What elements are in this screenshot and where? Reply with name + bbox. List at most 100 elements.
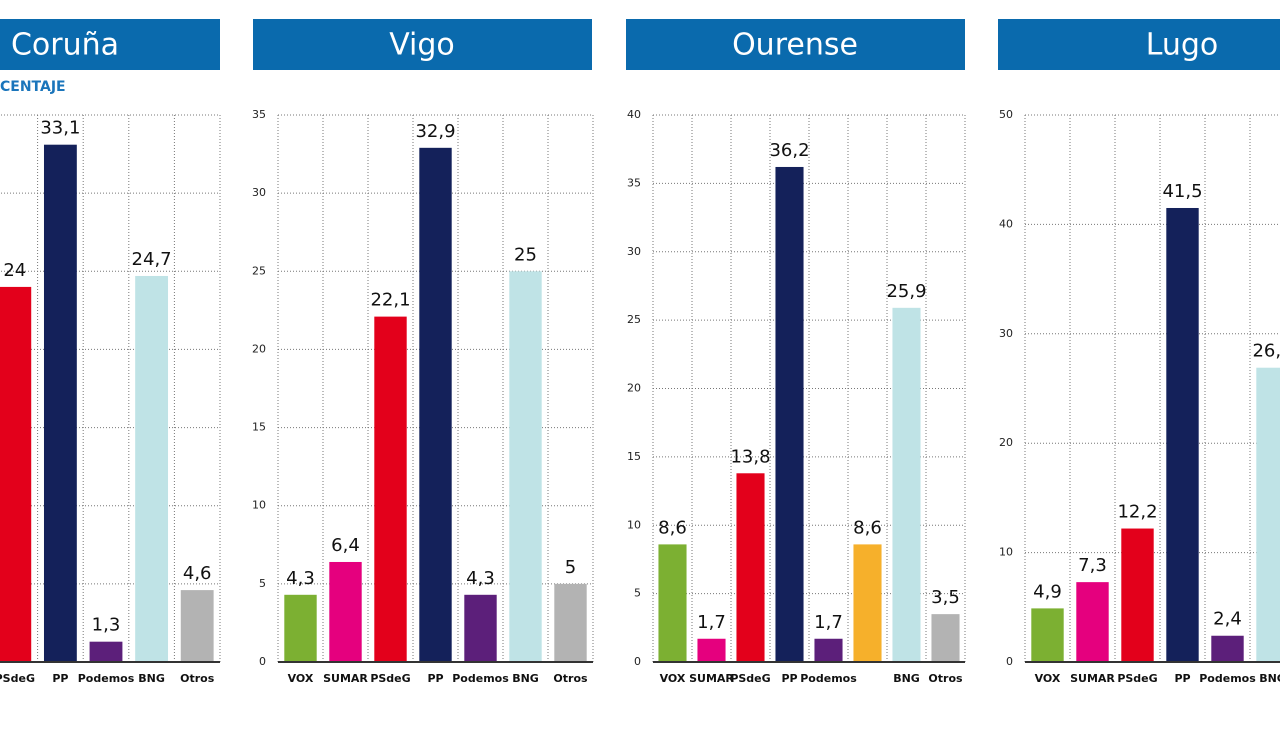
chart-subtitle: CENTAJE [0,79,66,95]
x-tick-label: Otros [180,672,215,685]
value-label: 12,2 [1117,502,1157,523]
value-label: 25 [514,244,537,265]
y-tick-label: 10 [999,546,1013,559]
value-label: 7,3 [1078,555,1107,576]
y-tick-label: 25 [627,313,641,326]
bar [329,561,362,662]
y-tick-label: 20 [999,436,1013,449]
x-tick-label: VOX [288,672,314,685]
value-label: 6,4 [331,535,360,556]
y-tick-label: 40 [627,108,641,121]
bar [658,544,687,662]
x-tick-label: SUMAR [323,672,368,685]
value-label: 5 [565,557,576,578]
bar [892,307,921,662]
bar [135,275,169,662]
y-tick-label: 5 [259,577,266,590]
value-label: 4,6 [183,563,212,584]
x-tick-label: SUMAR [1070,672,1115,685]
x-tick-label: PSdeG [1117,672,1157,685]
bar [1166,207,1199,663]
bar [736,473,765,662]
y-tick-label: 35 [627,176,641,189]
y-tick-label: 0 [1006,655,1013,668]
y-tick-label: 40 [999,217,1013,230]
bar [853,544,882,662]
x-tick-label: Podemos [78,672,135,685]
bar [775,166,804,662]
bar [89,641,123,662]
value-label: 24,7 [132,249,172,270]
bar [554,583,587,662]
value-label: 36,2 [769,140,809,161]
x-tick-label: PP [52,672,68,685]
x-tick-label: SUMAR [689,672,734,685]
x-tick-label: Podemos [800,672,857,685]
y-tick-label: 30 [627,245,641,258]
value-label: 4,3 [286,568,315,589]
y-tick-label: 10 [627,518,641,531]
y-tick-label: 20 [627,382,641,395]
bar [1121,528,1154,662]
bar [0,286,32,662]
x-tick-label: PSdeG [0,672,35,685]
bar [284,594,317,662]
title-box [253,19,592,70]
chart-title: Ourense [732,28,858,63]
value-label: 8,6 [658,517,687,538]
x-tick-label: BNG [1259,672,1280,685]
x-tick-label: Otros [553,672,588,685]
x-tick-label: BNG [512,672,539,685]
bar [509,271,542,662]
bar [464,594,497,662]
chart-title: Vigo [389,28,455,63]
x-tick-label: BNG [138,672,165,685]
title-box [998,19,1280,70]
value-label: 22,1 [370,290,410,311]
bar [1076,582,1109,662]
y-tick-label: 0 [634,655,641,668]
y-tick-label: 50 [999,108,1013,121]
y-tick-label: 0 [259,655,266,668]
bar [1211,635,1244,662]
value-label: 25,9 [886,281,926,302]
x-tick-label: Podemos [452,672,509,685]
bar [931,614,960,662]
y-tick-label: 10 [252,499,266,512]
y-tick-label: 15 [252,421,266,434]
x-tick-label: PSdeG [730,672,770,685]
bar [374,316,407,662]
x-tick-label: PP [781,672,797,685]
bar [43,144,77,663]
value-label: 1,7 [814,612,843,633]
value-label: 32,9 [415,121,455,142]
value-label: 24 [3,260,26,281]
value-label: 1,7 [697,612,726,633]
value-label: 8,6 [853,517,882,538]
value-label: 41,5 [1162,181,1202,202]
y-tick-label: 30 [252,186,266,199]
title-box [0,19,220,70]
bar [814,638,843,662]
x-tick-label: VOX [1035,672,1061,685]
value-label: 33,1 [40,118,80,139]
x-tick-label: PP [1174,672,1190,685]
x-tick-label: BNG [893,672,920,685]
chart-title: Coruña [11,28,119,63]
title-box [626,19,965,70]
y-tick-label: 20 [252,342,266,355]
bar [1256,367,1280,662]
x-tick-label: PSdeG [370,672,410,685]
bar [697,638,726,662]
y-tick-label: 25 [252,264,266,277]
value-label: 3,5 [931,587,960,608]
value-label: 26,9 [1252,341,1280,362]
value-label: 4,3 [466,568,495,589]
value-label: 4,9 [1033,581,1062,602]
chart-title: Lugo [1146,28,1219,63]
x-tick-label: VOX [660,672,686,685]
bar [1031,608,1064,662]
y-tick-label: 35 [252,108,266,121]
